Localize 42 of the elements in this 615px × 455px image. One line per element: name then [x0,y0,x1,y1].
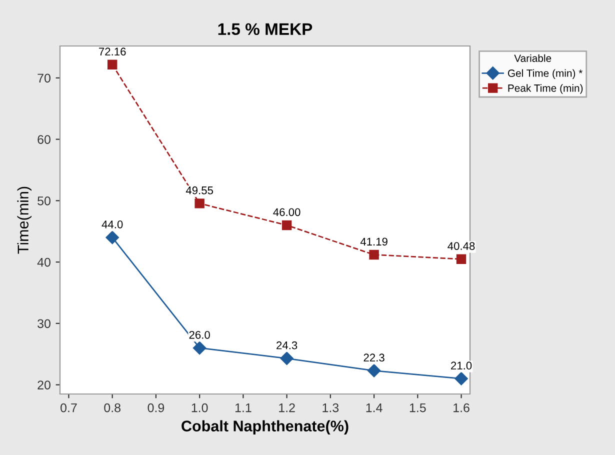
legend-label: Gel Time (min) * [508,69,583,79]
point [192,341,206,355]
data-label: 21.0 [451,362,472,370]
point [280,352,294,365]
point [454,372,468,386]
data-label: 44.0 [102,220,123,228]
x-tick-label: 0.8 [104,403,120,412]
x-tick-label: 0.7 [60,403,77,412]
point [369,250,379,260]
x-tick-label: 1.0 [192,403,208,412]
point [282,220,292,230]
legend-label: Peak Time (min) [508,84,583,94]
point [107,60,118,70]
x-tick-label: 1.4 [366,403,382,412]
y-tick-label: 50 [38,196,50,206]
y-tick-label: 20 [38,380,50,390]
data-label: 26.0 [189,330,210,339]
x-tick-label: 1.3 [322,403,339,412]
y-tick-label: 30 [38,319,50,328]
x-tick-label: 1.6 [454,403,470,412]
chart-title: 1.5 % MEKP [218,23,312,36]
data-label: 72.16 [99,48,126,56]
x-tick-label: 1.5 [410,403,426,412]
y-axis-title: Time(min) [17,186,32,254]
data-label: 46.00 [273,208,300,216]
data-label: 49.55 [186,186,214,194]
point [194,198,204,208]
data-label: 24.3 [276,341,298,350]
y-tick-label: 70 [38,74,50,83]
point [106,230,119,244]
data-label: 22.3 [364,354,384,362]
legend-title: Variable [514,54,552,62]
y-tick-label: 40 [37,258,50,267]
x-tick-label: 1.2 [279,403,295,412]
x-tick-label: 0.9 [148,403,164,412]
point [456,254,466,264]
point [367,364,381,378]
y-tick-label: 60 [38,135,50,144]
data-label: 41.19 [360,238,388,246]
x-axis-title: Cobalt Naphthenate(%) [182,420,348,434]
x-tick-label: 1.1 [235,403,252,412]
data-label: 40.48 [448,242,475,250]
